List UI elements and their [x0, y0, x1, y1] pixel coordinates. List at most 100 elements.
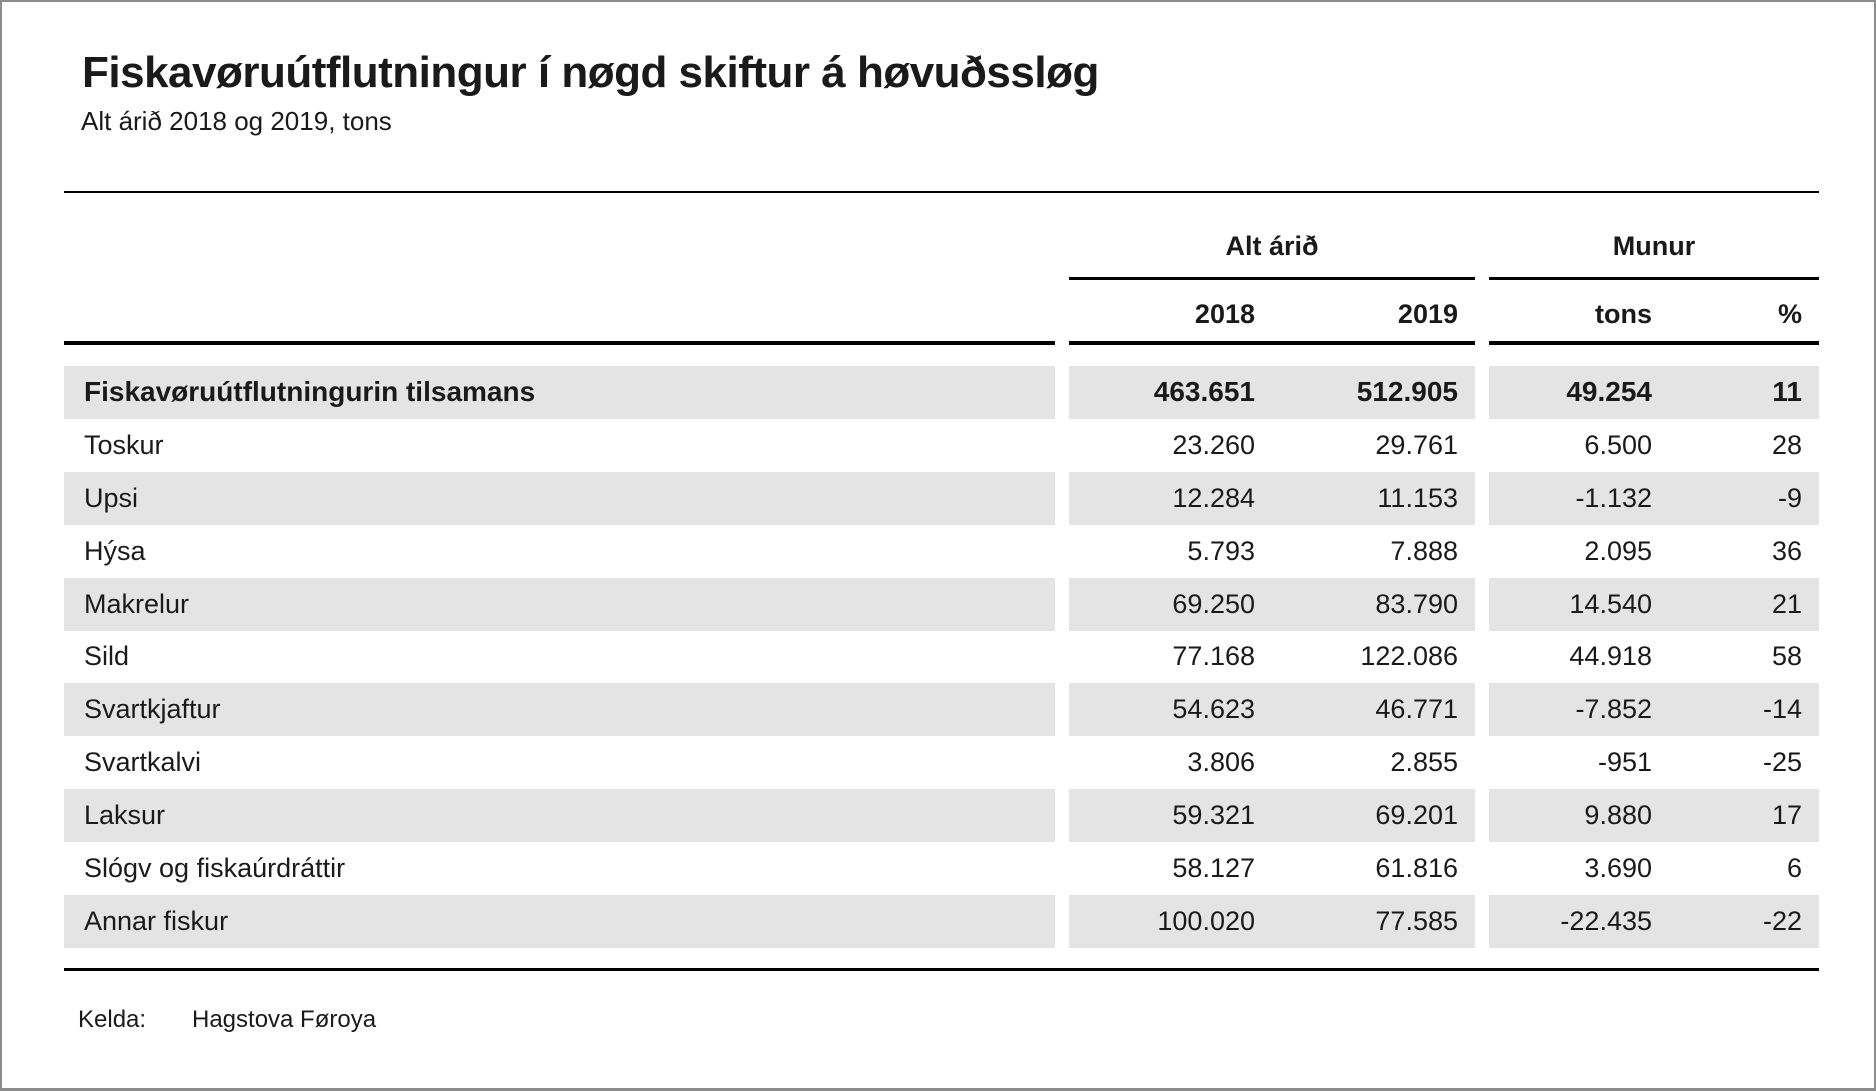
- value-2018: 5.793: [1187, 535, 1255, 566]
- value-munur-tons: 9.880: [1489, 789, 1669, 843]
- value-munur-tons: -7.852: [1489, 683, 1669, 737]
- column-gap: [1055, 525, 1069, 578]
- column-gap: [1055, 631, 1069, 684]
- column-gap: [1055, 683, 1069, 736]
- table-row: Upsi 12.284 11.153 -1.132 -9: [64, 471, 1819, 525]
- row-label: Sild: [84, 641, 130, 672]
- column-header-percent: %: [1777, 298, 1802, 329]
- column-gap: [1055, 789, 1069, 842]
- row-label: Laksur: [64, 789, 1055, 843]
- value-munur-tons: 6.500: [1584, 429, 1652, 460]
- row-label: Makrelur: [64, 577, 1055, 631]
- table-row: Annar fiskur 100.020 77.585 -22.435 -22: [64, 895, 1819, 948]
- value-2018: 12.284: [1069, 471, 1272, 525]
- column-gap: [1055, 472, 1069, 525]
- row-label: Upsi: [64, 471, 1055, 525]
- column-header-2019: 2019: [1397, 298, 1458, 329]
- group-underline-munur: [1489, 277, 1819, 280]
- table-row: Hýsa 5.793 7.888 2.095 36: [64, 525, 1819, 578]
- row-label: Slógv og fiskaúrdráttir: [84, 853, 346, 884]
- header-bottom-rule-label: [64, 341, 1055, 345]
- value-munur-tons: -1.132: [1489, 471, 1669, 525]
- column-gap: [1475, 419, 1489, 472]
- value-2019: 11.153: [1272, 471, 1475, 525]
- value-munur-tons: 49.254: [1489, 366, 1669, 419]
- value-2019: 2.855: [1390, 747, 1458, 778]
- value-munur-percent: 11: [1669, 366, 1819, 419]
- column-gap: [1475, 789, 1489, 842]
- header-bottom-rule-alt-arid: [1069, 341, 1475, 345]
- value-2018: 23.260: [1172, 429, 1255, 460]
- value-munur-tons: 2.095: [1584, 535, 1652, 566]
- value-2018: 54.623: [1069, 683, 1272, 737]
- value-2018: 59.321: [1069, 789, 1272, 843]
- value-munur-percent: -22: [1669, 895, 1819, 948]
- column-gap: [1475, 366, 1489, 419]
- page-title: Fiskavøruútflutningur í nøgd skiftur á h…: [82, 48, 1099, 97]
- column-gap: [1475, 578, 1489, 631]
- column-gap: [1475, 292, 1489, 336]
- column-header-2018: 2018: [1194, 298, 1255, 329]
- value-munur-tons: 14.540: [1489, 577, 1669, 631]
- row-label: Fiskavøruútflutningurin tilsamans: [64, 366, 1055, 419]
- value-munur-percent: -9: [1669, 471, 1819, 525]
- table-row: Sild 77.168 122.086 44.918 58: [64, 631, 1819, 684]
- table-row: Fiskavøruútflutningurin tilsamans 463.65…: [64, 366, 1819, 419]
- column-gap: [1475, 842, 1489, 895]
- value-2019: 46.771: [1272, 683, 1475, 737]
- value-2019: 83.790: [1272, 577, 1475, 631]
- table-row: Laksur 59.321 69.201 9.880 17: [64, 789, 1819, 843]
- row-label: Annar fiskur: [64, 895, 1055, 948]
- column-gap: [1055, 736, 1069, 789]
- value-2018: 463.651: [1069, 366, 1272, 419]
- value-2018: 58.127: [1172, 853, 1255, 884]
- source-value: Hagstova Føroya: [192, 1006, 377, 1033]
- value-2018: 3.806: [1187, 747, 1255, 778]
- column-group-header-munur: Munur: [1612, 230, 1696, 261]
- table-row: Svartkalvi 3.806 2.855 -951 -25: [64, 736, 1819, 789]
- group-underline-alt-arid: [1069, 277, 1475, 280]
- value-2019: 61.816: [1375, 853, 1458, 884]
- column-gap: [1475, 525, 1489, 578]
- row-label: Svartkalvi: [84, 747, 202, 778]
- row-label: Svartkjaftur: [64, 683, 1055, 737]
- table-row: Slógv og fiskaúrdráttir 58.127 61.816 3.…: [64, 842, 1819, 895]
- column-header-tons: tons: [1595, 298, 1652, 329]
- value-2018: 77.168: [1172, 641, 1255, 672]
- table-row: Svartkjaftur 54.623 46.771 -7.852 -14: [64, 683, 1819, 737]
- value-munur-percent: -25: [1762, 747, 1802, 778]
- value-munur-percent: 36: [1771, 535, 1802, 566]
- column-group-header-alt-arid: Alt árið: [1225, 230, 1319, 261]
- column-gap: [1475, 472, 1489, 525]
- column-header-empty: [64, 292, 1055, 336]
- value-munur-tons: 44.918: [1569, 641, 1652, 672]
- column-header-row: 2018 2019 tons %: [64, 292, 1819, 336]
- value-munur-tons: -951: [1597, 747, 1652, 778]
- value-2018: 69.250: [1069, 577, 1272, 631]
- column-gap: [1055, 895, 1069, 948]
- value-2019: 29.761: [1375, 429, 1458, 460]
- value-2018: 100.020: [1069, 895, 1272, 948]
- column-gap: [1475, 895, 1489, 948]
- value-munur-percent: 17: [1669, 789, 1819, 843]
- column-gap: [1055, 292, 1069, 336]
- value-2019: 122.086: [1360, 641, 1458, 672]
- row-label: Hýsa: [84, 535, 146, 566]
- table-row: Makrelur 69.250 83.790 14.540 21: [64, 577, 1819, 631]
- table-body: Fiskavøruútflutningurin tilsamans 463.65…: [64, 366, 1819, 948]
- table-bottom-rule: [64, 968, 1819, 971]
- header-bottom-rule-munur: [1489, 341, 1819, 345]
- value-munur-percent: 28: [1771, 429, 1802, 460]
- column-gap: [1475, 683, 1489, 736]
- header-top-rule: [64, 191, 1819, 193]
- value-munur-tons: 3.690: [1584, 853, 1652, 884]
- value-munur-tons: -22.435: [1489, 895, 1669, 948]
- value-munur-percent: 6: [1786, 853, 1802, 884]
- value-2019: 77.585: [1272, 895, 1475, 948]
- source-label: Kelda:: [78, 1006, 147, 1033]
- row-label: Toskur: [84, 429, 164, 460]
- table-row: Toskur 23.260 29.761 6.500 28: [64, 419, 1819, 472]
- column-gap: [1055, 366, 1069, 419]
- column-gap: [1055, 419, 1069, 472]
